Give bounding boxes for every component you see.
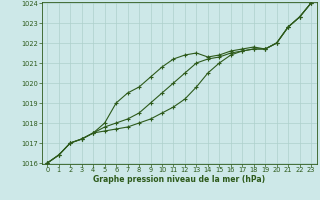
X-axis label: Graphe pression niveau de la mer (hPa): Graphe pression niveau de la mer (hPa) — [93, 175, 265, 184]
